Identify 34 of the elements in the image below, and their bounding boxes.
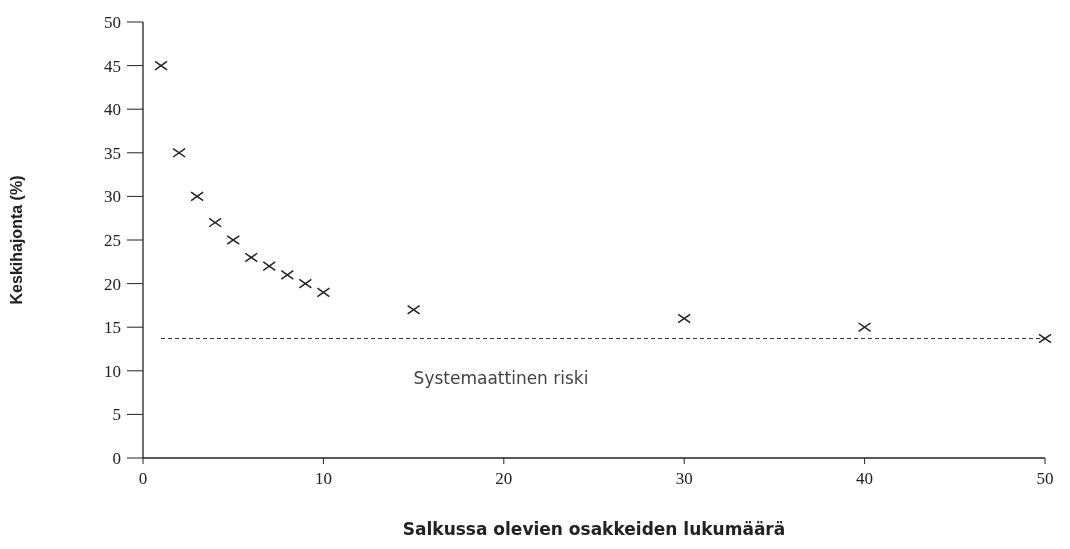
point — [1038, 333, 1052, 344]
y-axis-title: Keskihajonta (%) — [8, 175, 25, 305]
point — [280, 269, 295, 280]
y-tick-label: 15 — [104, 318, 121, 338]
y-tick-label: 45 — [104, 56, 121, 76]
point — [172, 147, 186, 158]
point — [857, 322, 872, 333]
x-axis-title: Salkussa olevien osakkeiden lukumäärä — [402, 519, 786, 539]
point — [262, 261, 277, 272]
point — [298, 278, 313, 289]
x-tick-label: 50 — [1036, 469, 1054, 488]
point — [677, 313, 691, 324]
point — [406, 304, 421, 315]
x-tick-label: 40 — [856, 469, 874, 488]
x-tick-label: 10 — [314, 469, 332, 488]
point — [244, 252, 258, 263]
y-tick-label: 10 — [104, 361, 121, 381]
y-tick-label: 25 — [104, 230, 121, 250]
y-tick-label: 50 — [104, 12, 121, 32]
y-tick-label: 40 — [104, 100, 121, 120]
x-tick-label: 0 — [138, 469, 148, 488]
y-tick-label: 35 — [104, 143, 121, 163]
point — [154, 60, 168, 71]
point — [208, 217, 222, 228]
point — [190, 191, 204, 202]
point — [226, 235, 240, 245]
y-tick-label: 5 — [112, 405, 121, 425]
y-tick-label: 0 — [112, 448, 121, 468]
y-tick-label: 30 — [104, 187, 121, 207]
x-tick-label: 20 — [495, 469, 513, 488]
y-tick-label: 20 — [104, 274, 121, 294]
ref-line-label: Systemaattinen riski — [413, 367, 589, 388]
x-tick-label: 30 — [675, 469, 693, 488]
point — [316, 287, 331, 298]
